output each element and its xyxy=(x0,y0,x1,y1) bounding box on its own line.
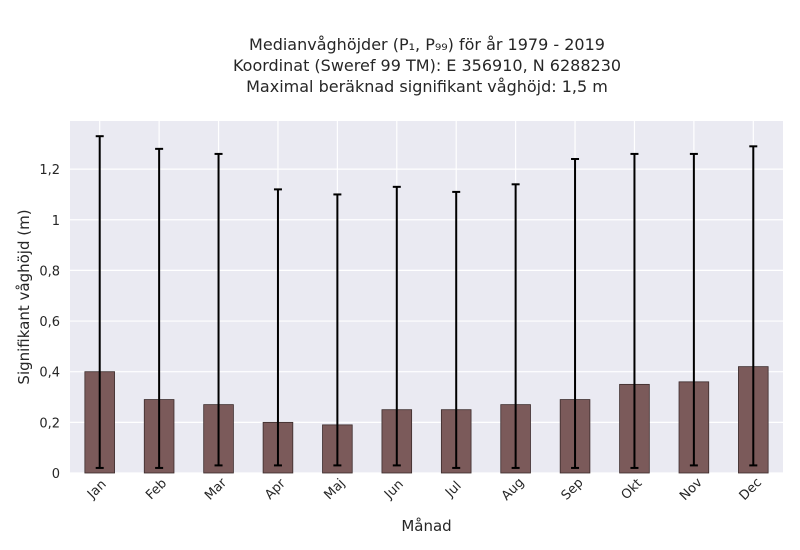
y-tick-label: 0,4 xyxy=(39,366,60,381)
error-bar-mar xyxy=(214,152,223,467)
error-bar-feb xyxy=(155,147,164,469)
error-bar-nov xyxy=(689,152,698,467)
x-tick-label: Apr xyxy=(262,476,289,503)
x-tick-label: Dec xyxy=(737,475,765,503)
x-tick-label: Okt xyxy=(619,476,646,503)
error-bar-okt xyxy=(630,152,639,469)
y-tick-label: 0,6 xyxy=(39,315,60,330)
x-tick-labels: Jan Feb Mar Apr Maj Jun Jul Aug Sep Okt Nov Dec xyxy=(84,475,765,504)
y-axis-label: Signifikant våghöjd (m) xyxy=(15,209,33,384)
error-bar-sep xyxy=(571,157,580,469)
x-tick-label: Jul xyxy=(442,479,464,501)
x-axis-label: Månad xyxy=(401,517,451,535)
y-tick-label: 0 xyxy=(52,467,60,482)
error-bar-aug xyxy=(511,183,520,469)
x-tick-label: Jun xyxy=(381,477,407,503)
error-bar-jan xyxy=(95,135,104,469)
error-bar-jul xyxy=(452,190,461,469)
y-tick-labels: 0 0,2 0,4 0,6 0,8 1 1,2 xyxy=(39,163,60,482)
plot-area xyxy=(70,121,783,473)
x-tick-label: Jan xyxy=(84,477,109,502)
x-tick-label: Mar xyxy=(202,475,230,503)
y-tick-label: 1,2 xyxy=(39,163,60,178)
y-tick-label: 0,8 xyxy=(39,264,60,279)
x-tick-label: Aug xyxy=(499,475,528,504)
y-tick-label: 0,2 xyxy=(39,416,60,431)
x-tick-label: Feb xyxy=(143,476,170,503)
x-tick-label: Sep xyxy=(559,476,587,504)
x-tick-label: Nov xyxy=(677,475,706,504)
x-tick-label: Maj xyxy=(322,476,349,503)
y-tick-label: 1 xyxy=(52,214,60,229)
error-bar-dec xyxy=(749,145,758,467)
error-bars xyxy=(95,135,758,469)
error-bar-jun xyxy=(392,185,401,467)
chart-title-line-1: Medianvåghöjder (P₁, P₉₉) för år 1979 - … xyxy=(249,35,605,54)
error-bar-maj xyxy=(333,193,342,467)
chart-title-line-3: Maximal beräknad signifikant våghöjd: 1,… xyxy=(246,77,608,96)
chart-title: Medianvåghöjder (P₁, P₉₉) för år 1979 - … xyxy=(0,34,800,97)
chart-title-line-2: Koordinat (Sweref 99 TM): E 356910, N 62… xyxy=(232,56,622,75)
error-bar-apr xyxy=(273,188,282,467)
